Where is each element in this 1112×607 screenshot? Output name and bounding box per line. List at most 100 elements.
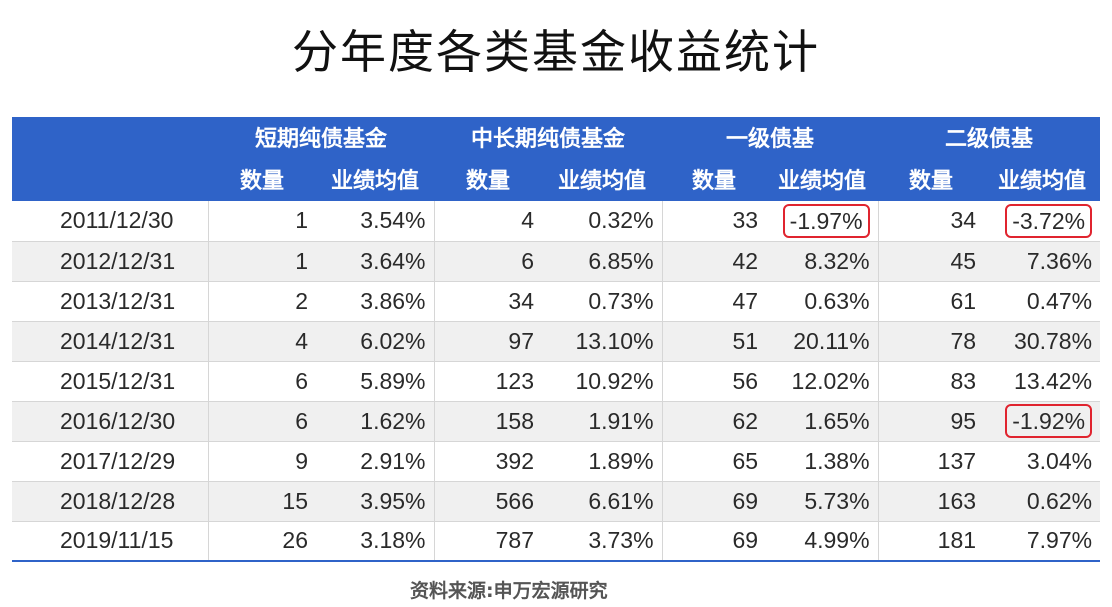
count-cell: 34 bbox=[434, 281, 543, 322]
count-cell: 6 bbox=[208, 401, 316, 442]
perf-cell: 1.89% bbox=[542, 441, 663, 482]
perf-cell: 6.02% bbox=[316, 321, 435, 362]
perf-cell: 6.61% bbox=[542, 481, 663, 522]
count-cell: 1 bbox=[208, 241, 316, 282]
perf-cell: 8.32% bbox=[766, 241, 879, 282]
perf-cell: -1.92% bbox=[984, 401, 1101, 442]
count-cell: 181 bbox=[878, 521, 985, 562]
count-cell: 45 bbox=[878, 241, 985, 282]
perf-cell: 0.47% bbox=[984, 281, 1101, 322]
count-cell: 163 bbox=[878, 481, 985, 522]
table-row: 2013/12/31 2 3.86% 34 0.73% 47 0.63% 61 0.47% bbox=[12, 281, 1101, 322]
count-cell: 4 bbox=[434, 201, 543, 242]
perf-cell: 13.10% bbox=[542, 321, 663, 362]
perf-cell: 0.32% bbox=[542, 201, 663, 242]
row-date: 2013/12/31 bbox=[12, 281, 209, 322]
count-cell: 69 bbox=[662, 521, 767, 562]
header-row-groups: 短期纯债基金 中长期纯债基金 一级债基 二级债基 bbox=[12, 117, 1101, 157]
perf-cell: 3.86% bbox=[316, 281, 435, 322]
count-cell: 15 bbox=[208, 481, 316, 522]
count-cell: 95 bbox=[878, 401, 985, 442]
header-perf: 业绩均值 bbox=[316, 157, 435, 201]
highlighted-value: -3.72% bbox=[1005, 203, 1093, 238]
perf-cell: 7.36% bbox=[984, 241, 1101, 282]
count-cell: 1 bbox=[208, 201, 316, 242]
count-cell: 26 bbox=[208, 521, 316, 562]
perf-cell: 6.85% bbox=[542, 241, 663, 282]
perf-cell: 3.54% bbox=[316, 201, 435, 242]
row-date: 2014/12/31 bbox=[12, 321, 209, 362]
perf-cell: 13.42% bbox=[984, 361, 1101, 402]
perf-cell: 3.04% bbox=[984, 441, 1101, 482]
table-row: 2015/12/31 6 5.89% 123 10.92% 56 12.02% 83 13.42… bbox=[12, 361, 1101, 402]
perf-cell: 5.89% bbox=[316, 361, 435, 402]
table-row: 2017/12/29 9 2.91% 392 1.89% 65 1.38% 137 3.04% bbox=[12, 441, 1101, 482]
header-count: 数量 bbox=[662, 157, 767, 201]
header-group-level2: 二级债基 bbox=[878, 117, 1101, 157]
perf-cell: 1.91% bbox=[542, 401, 663, 442]
count-cell: 34 bbox=[878, 201, 985, 242]
perf-cell: 3.95% bbox=[316, 481, 435, 522]
highlighted-value: -1.92% bbox=[1005, 404, 1093, 438]
count-cell: 78 bbox=[878, 321, 985, 362]
perf-cell: 20.11% bbox=[766, 321, 879, 362]
header-perf: 业绩均值 bbox=[766, 157, 879, 201]
perf-cell: 0.73% bbox=[542, 281, 663, 322]
table-row: 2011/12/30 1 3.54% 4 0.32% 33 -1.97% 34 -3.72% bbox=[12, 201, 1101, 242]
count-cell: 6 bbox=[434, 241, 543, 282]
highlighted-value: -1.97% bbox=[782, 203, 870, 238]
count-cell: 4 bbox=[208, 321, 316, 362]
count-cell: 56 bbox=[662, 361, 767, 402]
count-cell: 61 bbox=[878, 281, 985, 322]
count-cell: 566 bbox=[434, 481, 543, 522]
count-cell: 33 bbox=[662, 201, 767, 242]
perf-cell: -1.97% bbox=[766, 201, 879, 242]
data-table: 短期纯债基金 中长期纯债基金 一级债基 二级债基 数量 业绩均值 数量 业绩均值… bbox=[12, 117, 1101, 562]
perf-cell: 0.62% bbox=[984, 481, 1101, 522]
row-date: 2012/12/31 bbox=[12, 241, 209, 282]
row-date: 2018/12/28 bbox=[12, 481, 209, 522]
row-date: 2011/12/30 bbox=[12, 201, 209, 242]
perf-cell: 4.99% bbox=[766, 521, 879, 562]
row-date: 2019/11/15 bbox=[12, 521, 209, 562]
perf-cell: 3.18% bbox=[316, 521, 435, 562]
header-count: 数量 bbox=[878, 157, 985, 201]
table-row: 2019/11/15 26 3.18% 787 3.73% 69 4.99% 181 7.97% bbox=[12, 521, 1101, 562]
perf-cell: 12.02% bbox=[766, 361, 879, 402]
row-date: 2017/12/29 bbox=[12, 441, 209, 482]
count-cell: 97 bbox=[434, 321, 543, 362]
count-cell: 51 bbox=[662, 321, 767, 362]
row-date: 2016/12/30 bbox=[12, 401, 209, 442]
perf-cell: 5.73% bbox=[766, 481, 879, 522]
count-cell: 65 bbox=[662, 441, 767, 482]
perf-cell: 3.64% bbox=[316, 241, 435, 282]
count-cell: 392 bbox=[434, 441, 543, 482]
count-cell: 42 bbox=[662, 241, 767, 282]
source-note: 资料来源:申万宏源研究 bbox=[410, 580, 608, 602]
perf-cell: 10.92% bbox=[542, 361, 663, 402]
perf-cell: 7.97% bbox=[984, 521, 1101, 562]
count-cell: 6 bbox=[208, 361, 316, 402]
perf-cell: 1.38% bbox=[766, 441, 879, 482]
table-body: 2011/12/30 1 3.54% 4 0.32% 33 -1.97% 34 -3.72% 20… bbox=[12, 201, 1101, 562]
count-cell: 69 bbox=[662, 481, 767, 522]
perf-cell: 2.91% bbox=[316, 441, 435, 482]
perf-cell: 1.62% bbox=[316, 401, 435, 442]
perf-cell: 0.63% bbox=[766, 281, 879, 322]
header-corner-2 bbox=[12, 157, 208, 201]
fund-returns-table: 短期纯债基金 中长期纯债基金 一级债基 二级债基 数量 业绩均值 数量 业绩均值… bbox=[12, 117, 1101, 562]
header-row-columns: 数量 业绩均值 数量 业绩均值 数量 业绩均值 数量 业绩均值 bbox=[12, 157, 1101, 201]
count-cell: 83 bbox=[878, 361, 985, 402]
header-group-level1: 一级债基 bbox=[662, 117, 879, 157]
row-date: 2015/12/31 bbox=[12, 361, 209, 402]
count-cell: 123 bbox=[434, 361, 543, 402]
header-group-short-term: 短期纯债基金 bbox=[208, 117, 435, 157]
header-perf: 业绩均值 bbox=[542, 157, 663, 201]
page-title: 分年度各类基金收益统计 bbox=[292, 25, 820, 79]
perf-cell: 3.73% bbox=[542, 521, 663, 562]
perf-cell: -3.72% bbox=[984, 201, 1101, 242]
header-count: 数量 bbox=[208, 157, 316, 201]
count-cell: 47 bbox=[662, 281, 767, 322]
table-row: 2012/12/31 1 3.64% 6 6.85% 42 8.32% 45 7.36% bbox=[12, 241, 1101, 282]
count-cell: 9 bbox=[208, 441, 316, 482]
